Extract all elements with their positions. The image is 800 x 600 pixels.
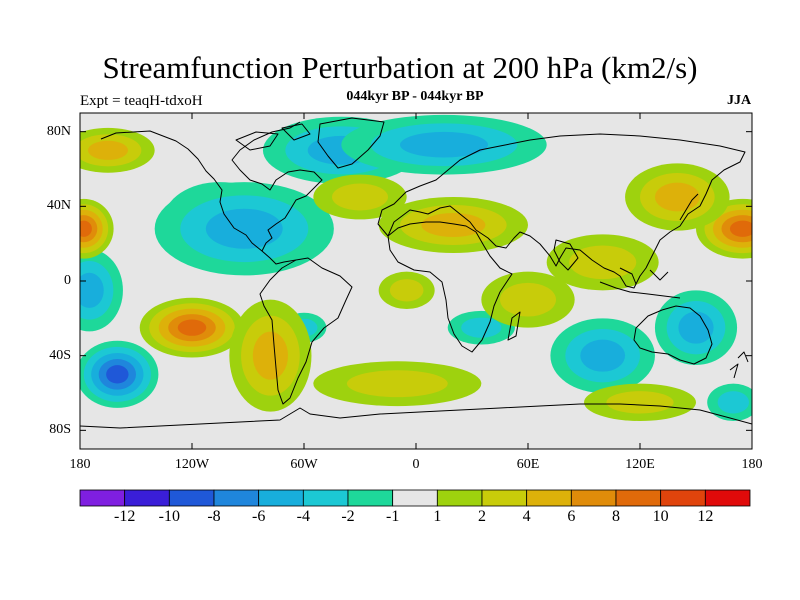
coast-arctic-islands [235,123,311,151]
coast-antarctica [80,403,752,429]
lon-label-2: 60W [290,457,318,472]
colorbar-label-3: -6 [251,508,266,525]
colorbar-segment-5 [302,489,349,507]
colorbar-label-13: 12 [697,508,714,525]
anomaly-20-level-1 [346,370,448,398]
coast-north-america [100,121,323,252]
axis-ticks [79,113,753,449]
anomaly-23-level-1 [389,279,424,302]
colorbar-segment-2 [168,489,215,507]
colorbar-label-12: 10 [652,508,669,525]
lat-label-2: 0 [64,273,71,288]
coast-india [553,239,579,271]
period-label: 044kyr BP - 044kyr BP [346,89,484,104]
anomaly-7-level-2 [678,311,714,344]
anomaly-8-level-1 [461,317,502,338]
colorbar-segment-10 [526,489,572,507]
colorbar-segment-13 [660,489,706,507]
colorbar-label-0: -12 [113,508,136,525]
anomaly-16-level-2 [421,213,486,237]
colorbar-label-1: -10 [158,508,180,525]
colorbar-label-7: 1 [433,508,442,525]
anomaly-12-level-2 [252,331,288,380]
lon-label-4: 60E [516,457,540,472]
colorbar-label-8: 2 [478,508,486,525]
anomaly-6-level-2 [580,339,626,372]
anomaly-10-level-1 [717,391,750,414]
streamfunction-field [80,113,752,449]
colorbar-segment-11 [570,489,617,507]
lon-label-3: 0 [412,457,420,472]
colorbar-label-10: 6 [567,508,576,525]
coast-greenland [317,117,385,169]
coast-europe-asia [377,133,746,289]
colorbar-segment-14 [704,489,751,507]
anomaly-17-level-2 [88,140,128,160]
anomaly-15-level-2 [654,182,700,212]
lon-label-6: 180 [741,457,763,472]
lat-label-0: 80N [46,123,71,139]
colorbar-label-6: -1 [385,508,400,525]
lon-label-0: 180 [69,457,91,472]
colorbar-segment-4 [258,489,304,507]
lat-label-1: 40N [46,198,71,214]
anomaly-5-level-2 [80,272,104,308]
lon-label-1: 120W [174,457,210,472]
coast-madagascar [507,311,521,341]
anomaly-4-level-4 [106,365,129,384]
colorbar-segment-8 [436,489,483,507]
coast-japan [679,193,699,221]
anomaly-14-level-4 [729,220,752,237]
colorbar-label-5: -2 [341,508,355,525]
lat-label-3: 40S [49,347,71,363]
anomaly-13-level-4 [80,220,92,237]
colorbar-label-11: 8 [612,508,620,525]
colorbar-segment-1 [124,489,170,507]
anomaly-19-level-1 [332,183,388,211]
colorbar-label-4: -4 [296,508,310,525]
colorbar-segment-9 [481,489,528,507]
coast-south-america [259,257,353,405]
lat-label-4: 80S [49,422,71,438]
coast-central-america [261,250,297,265]
colorbar-segment-6 [347,489,394,507]
coast-indonesia [599,267,681,299]
colorbar-segment-12 [615,489,662,507]
colorbar-segment-0 [79,489,126,507]
anomaly-18-level-1 [500,282,556,317]
coast-africa [387,221,513,353]
colorbar-segment-7 [392,489,438,507]
anomaly-11-level-4 [177,319,207,336]
coast-australia [633,305,713,365]
coastlines [80,117,752,429]
season-label: JJA [727,93,752,108]
colorbar [79,489,751,507]
anomaly-3-level-2 [400,131,488,158]
figure-title: Streamfunction Perturbation at 200 hPa (… [102,50,698,85]
colorbar-label-9: 4 [522,508,531,525]
anomaly-21-level-1 [569,245,637,280]
anomaly-1-level-2 [205,208,283,249]
colorbar-label-2: -8 [207,508,221,525]
colorbar-segment-3 [213,489,260,507]
lon-label-5: 120E [625,457,655,472]
coast-new-zealand [729,351,749,379]
experiment-label: Expt = teaqH-tdxoH [80,93,203,109]
anomaly-22-level-1 [606,391,674,414]
